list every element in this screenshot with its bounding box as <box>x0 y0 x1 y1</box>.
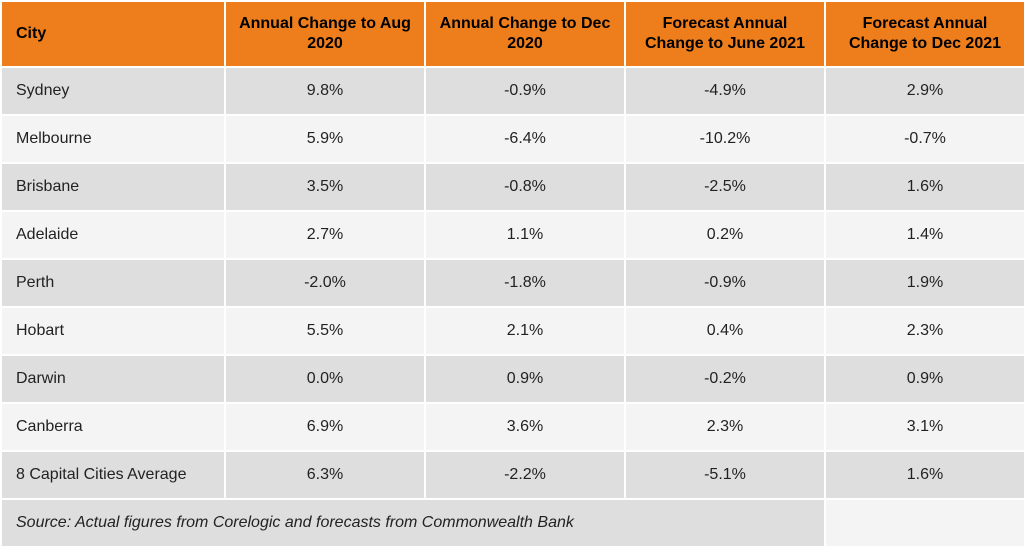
cell-value: -2.0% <box>225 259 425 307</box>
col-dec2021: Forecast Annual Change to Dec 2021 <box>825 1 1024 67</box>
cell-value: 6.3% <box>225 451 425 499</box>
cell-value: -0.2% <box>625 355 825 403</box>
table-row: Perth -2.0% -1.8% -0.9% 1.9% <box>1 259 1024 307</box>
table-row: Darwin 0.0% 0.9% -0.2% 0.9% <box>1 355 1024 403</box>
cell-value: 1.6% <box>825 163 1024 211</box>
cell-city: Brisbane <box>1 163 225 211</box>
cell-city: Darwin <box>1 355 225 403</box>
cell-value: -0.8% <box>425 163 625 211</box>
cell-value: 2.1% <box>425 307 625 355</box>
cell-value: 0.0% <box>225 355 425 403</box>
source-text: Source: Actual figures from Corelogic an… <box>1 499 825 547</box>
cell-value: -0.9% <box>625 259 825 307</box>
cell-value: 3.5% <box>225 163 425 211</box>
col-aug2020: Annual Change to Aug 2020 <box>225 1 425 67</box>
cell-value: 0.2% <box>625 211 825 259</box>
cell-value: 2.3% <box>825 307 1024 355</box>
table-row: Sydney 9.8% -0.9% -4.9% 2.9% <box>1 67 1024 115</box>
table-row: Canberra 6.9% 3.6% 2.3% 3.1% <box>1 403 1024 451</box>
table-row: Melbourne 5.9% -6.4% -10.2% -0.7% <box>1 115 1024 163</box>
col-dec2020: Annual Change to Dec 2020 <box>425 1 625 67</box>
source-blank <box>825 499 1024 547</box>
table-container: City Annual Change to Aug 2020 Annual Ch… <box>0 0 1024 548</box>
cell-city: Hobart <box>1 307 225 355</box>
cell-value: 2.7% <box>225 211 425 259</box>
source-row: Source: Actual figures from Corelogic an… <box>1 499 1024 547</box>
cell-value: 2.9% <box>825 67 1024 115</box>
cell-value: 1.1% <box>425 211 625 259</box>
cell-value: 1.4% <box>825 211 1024 259</box>
cell-value: 6.9% <box>225 403 425 451</box>
cell-value: 5.9% <box>225 115 425 163</box>
cell-value: 5.5% <box>225 307 425 355</box>
cell-value: 0.9% <box>825 355 1024 403</box>
cell-value: 0.9% <box>425 355 625 403</box>
cell-city: 8 Capital Cities Average <box>1 451 225 499</box>
cell-city: Sydney <box>1 67 225 115</box>
cell-value: -6.4% <box>425 115 625 163</box>
cell-value: 1.9% <box>825 259 1024 307</box>
header-row: City Annual Change to Aug 2020 Annual Ch… <box>1 1 1024 67</box>
cell-value: -5.1% <box>625 451 825 499</box>
cell-city: Adelaide <box>1 211 225 259</box>
cell-value: 1.6% <box>825 451 1024 499</box>
cell-value: -4.9% <box>625 67 825 115</box>
cell-value: 0.4% <box>625 307 825 355</box>
cell-value: -2.2% <box>425 451 625 499</box>
table-row: 8 Capital Cities Average 6.3% -2.2% -5.1… <box>1 451 1024 499</box>
col-city: City <box>1 1 225 67</box>
cell-city: Melbourne <box>1 115 225 163</box>
table-row: Adelaide 2.7% 1.1% 0.2% 1.4% <box>1 211 1024 259</box>
data-table: City Annual Change to Aug 2020 Annual Ch… <box>0 0 1024 548</box>
cell-value: -2.5% <box>625 163 825 211</box>
table-body: Sydney 9.8% -0.9% -4.9% 2.9% Melbourne 5… <box>1 67 1024 547</box>
cell-value: 9.8% <box>225 67 425 115</box>
cell-value: -0.9% <box>425 67 625 115</box>
table-row: Brisbane 3.5% -0.8% -2.5% 1.6% <box>1 163 1024 211</box>
cell-value: 3.6% <box>425 403 625 451</box>
cell-value: -10.2% <box>625 115 825 163</box>
cell-city: Canberra <box>1 403 225 451</box>
cell-value: -1.8% <box>425 259 625 307</box>
cell-city: Perth <box>1 259 225 307</box>
table-row: Hobart 5.5% 2.1% 0.4% 2.3% <box>1 307 1024 355</box>
cell-value: 3.1% <box>825 403 1024 451</box>
col-jun2021: Forecast Annual Change to June 2021 <box>625 1 825 67</box>
cell-value: 2.3% <box>625 403 825 451</box>
cell-value: -0.7% <box>825 115 1024 163</box>
